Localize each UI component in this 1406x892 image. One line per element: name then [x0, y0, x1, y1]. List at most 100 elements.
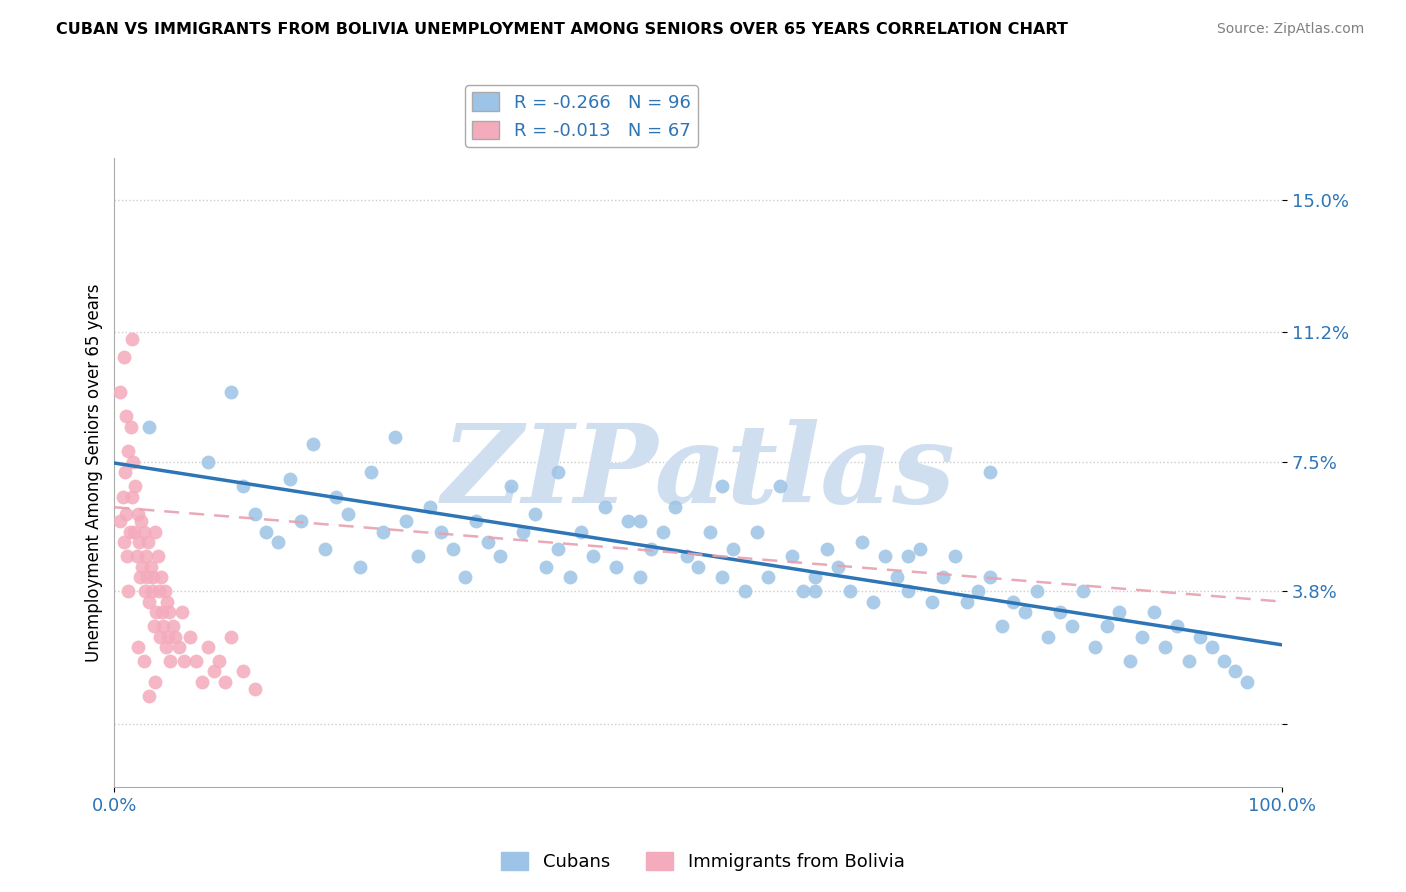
Point [117, 549, 139, 563]
Point [172, 605, 194, 619]
Point [384, 430, 406, 444]
Point [349, 559, 371, 574]
Point [155, 640, 177, 654]
Point [804, 584, 827, 599]
Point [1108, 605, 1130, 619]
Point [336, 507, 359, 521]
Point [862, 594, 884, 608]
Point [118, 524, 141, 539]
Point [488, 549, 510, 563]
Point [254, 524, 277, 539]
Point [932, 570, 955, 584]
Point [208, 654, 231, 668]
Point [243, 681, 266, 696]
Point [232, 665, 254, 679]
Point [143, 675, 166, 690]
Point [1084, 640, 1107, 654]
Point [710, 570, 733, 584]
Point [124, 479, 146, 493]
Point [149, 630, 172, 644]
Point [159, 654, 181, 668]
Point [138, 594, 160, 608]
Point [523, 507, 546, 521]
Text: CUBAN VS IMMIGRANTS FROM BOLIVIA UNEMPLOYMENT AMONG SENIORS OVER 65 YEARS CORREL: CUBAN VS IMMIGRANTS FROM BOLIVIA UNEMPLO… [56, 22, 1069, 37]
Point [1142, 605, 1164, 619]
Point [110, 384, 132, 399]
Point [1225, 665, 1247, 679]
Point [127, 640, 149, 654]
Point [186, 654, 208, 668]
Point [571, 524, 593, 539]
Point [536, 559, 558, 574]
Point [430, 524, 453, 539]
Point [278, 472, 301, 486]
Point [419, 500, 441, 515]
Point [1201, 640, 1223, 654]
Point [267, 535, 290, 549]
Point [628, 570, 651, 584]
Point [111, 490, 134, 504]
Point [1212, 654, 1234, 668]
Legend: R = -0.266   N = 96, R = -0.013   N = 67: R = -0.266 N = 96, R = -0.013 N = 67 [465, 85, 697, 147]
Point [117, 444, 139, 458]
Point [135, 549, 157, 563]
Point [115, 409, 138, 424]
Point [688, 559, 710, 574]
Point [453, 570, 475, 584]
Point [129, 570, 152, 584]
Point [157, 630, 180, 644]
Point [112, 535, 135, 549]
Point [501, 479, 523, 493]
Point [145, 605, 167, 619]
Point [640, 542, 662, 557]
Point [1060, 619, 1083, 633]
Point [141, 584, 163, 599]
Point [110, 514, 132, 528]
Point [173, 654, 195, 668]
Point [121, 333, 143, 347]
Point [117, 584, 139, 599]
Point [143, 619, 166, 633]
Point [734, 584, 756, 599]
Point [167, 640, 190, 654]
Point [465, 514, 488, 528]
Point [406, 549, 429, 563]
Point [243, 507, 266, 521]
Point [120, 420, 142, 434]
Point [979, 570, 1001, 584]
Point [710, 479, 733, 493]
Point [132, 654, 155, 668]
Point [1154, 640, 1177, 654]
Point [792, 584, 814, 599]
Point [232, 479, 254, 493]
Point [197, 455, 219, 469]
Point [839, 584, 862, 599]
Point [122, 455, 145, 469]
Legend: Cubans, Immigrants from Bolivia: Cubans, Immigrants from Bolivia [494, 845, 912, 879]
Point [125, 549, 148, 563]
Point [1002, 594, 1025, 608]
Point [897, 584, 920, 599]
Point [721, 542, 744, 557]
Point [112, 350, 135, 364]
Point [165, 630, 187, 644]
Point [605, 559, 627, 574]
Point [197, 640, 219, 654]
Point [582, 549, 605, 563]
Point [150, 570, 173, 584]
Point [127, 507, 149, 521]
Point [302, 437, 325, 451]
Point [115, 507, 138, 521]
Point [1177, 654, 1199, 668]
Point [219, 384, 242, 399]
Point [593, 500, 616, 515]
Point [1130, 630, 1153, 644]
Point [558, 570, 581, 584]
Point [1038, 630, 1060, 644]
Point [179, 630, 201, 644]
Point [956, 594, 979, 608]
Point [745, 524, 768, 539]
Point [128, 535, 150, 549]
Point [129, 514, 152, 528]
Point [1095, 619, 1118, 633]
